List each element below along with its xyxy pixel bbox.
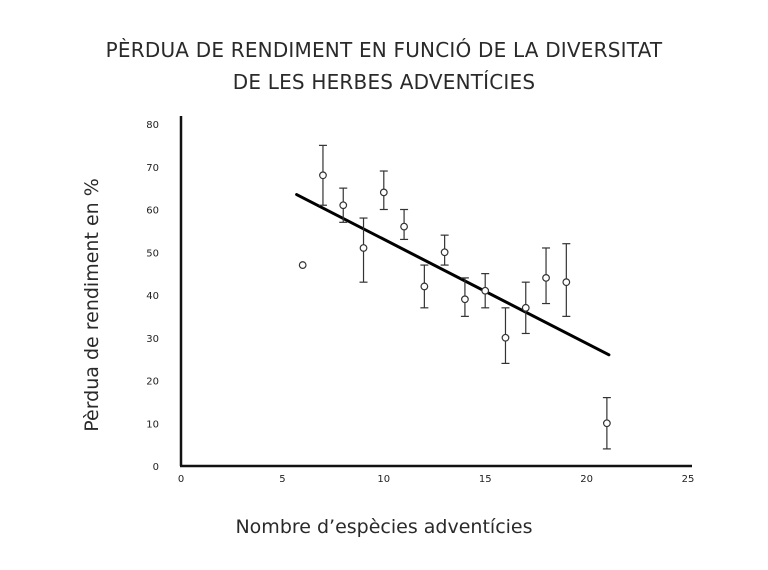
data-point xyxy=(440,248,449,257)
data-point xyxy=(420,282,429,291)
y-tick-label: 80 xyxy=(146,120,159,131)
data-point xyxy=(481,286,490,295)
x-tick-label: 20 xyxy=(580,474,593,485)
data-point xyxy=(542,274,550,282)
x-tick-label: 15 xyxy=(479,474,492,485)
x-tick-label: 25 xyxy=(682,474,695,485)
y-tick-label: 20 xyxy=(146,377,159,388)
data-point xyxy=(602,419,611,428)
x-axis-label: Nombre d’espècies adventícies xyxy=(235,516,533,538)
y-tick-label: 50 xyxy=(146,248,159,259)
x-tick-label: 10 xyxy=(377,474,390,485)
data-point xyxy=(501,333,510,342)
data-point xyxy=(521,303,530,312)
data-point xyxy=(298,261,307,269)
y-tick-label: 70 xyxy=(146,163,159,174)
chart-title: PÈRDUA DE RENDIMENT EN FUNCIÓ DE LA DIVE… xyxy=(0,34,768,98)
data-point xyxy=(562,278,571,287)
x-tick-label: 0 xyxy=(178,474,184,485)
data-point xyxy=(400,222,408,231)
y-tick-label: 0 xyxy=(153,462,159,473)
x-tick-label: 5 xyxy=(279,474,285,485)
data-point xyxy=(359,244,368,252)
y-axis-label: Pèrdua de rendiment en % xyxy=(81,178,103,432)
data-point xyxy=(339,201,348,210)
trend-line xyxy=(295,193,611,357)
y-tick-label: 30 xyxy=(146,334,159,345)
chart-title-line-2: DE LES HERBES ADVENTÍCIES xyxy=(232,70,536,94)
y-tick-label: 40 xyxy=(146,291,159,302)
data-point xyxy=(379,188,388,197)
chart-title-line-1: PÈRDUA DE RENDIMENT EN FUNCIÓ DE LA DIVE… xyxy=(105,38,663,62)
data-point xyxy=(461,295,469,304)
y-tick-label: 60 xyxy=(146,206,159,217)
data-point xyxy=(319,171,327,180)
y-tick-label: 10 xyxy=(146,419,159,430)
